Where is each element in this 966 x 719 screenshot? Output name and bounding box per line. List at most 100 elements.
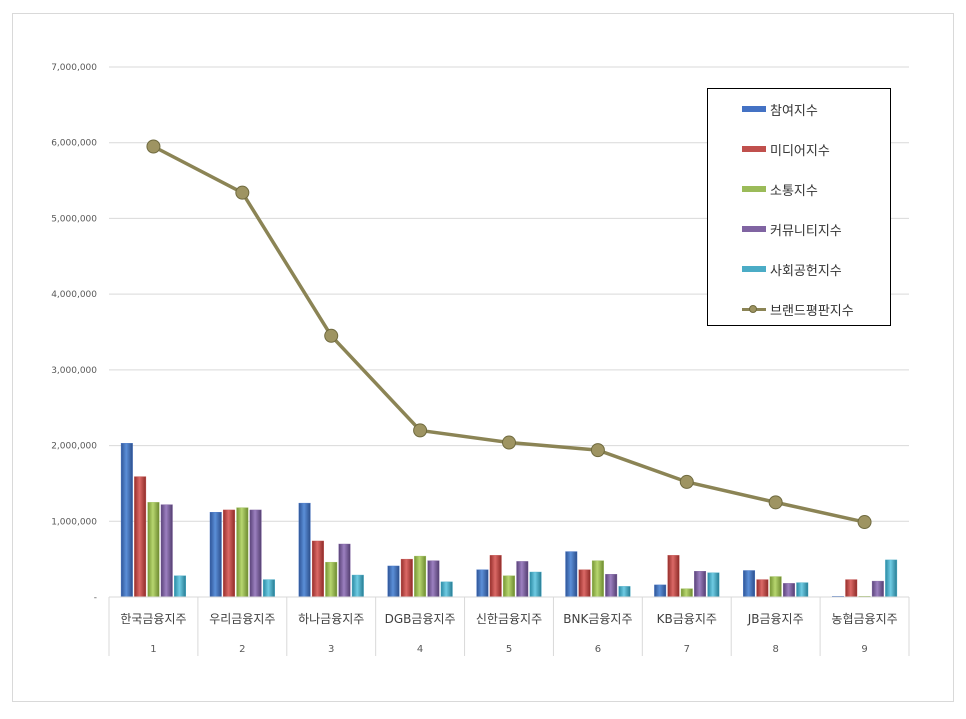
x-rank-label: 4 — [417, 644, 423, 655]
x-rank-label: 9 — [861, 644, 867, 655]
bar-1-2 — [209, 512, 222, 598]
bar-3-6 — [591, 560, 604, 598]
x-category-label: 우리금융지주 — [209, 612, 275, 626]
bar-1-8 — [743, 570, 756, 598]
y-tick-label: - — [94, 593, 97, 603]
legend-label: 소통지수 — [770, 184, 818, 199]
legend-swatch — [742, 186, 766, 192]
x-category-label: JB금융지주 — [747, 612, 804, 626]
y-tick-label: 7,000,000 — [51, 63, 97, 73]
x-rank-label: 8 — [772, 644, 778, 655]
x-category-label: 하나금융지주 — [298, 612, 364, 626]
x-category-label: BNK금융지주 — [563, 612, 632, 626]
bar-4-5 — [516, 561, 529, 598]
bar-1-7 — [654, 584, 667, 598]
bar-4-4 — [427, 560, 440, 598]
legend-marker — [749, 305, 757, 313]
bar-1-4 — [387, 565, 400, 598]
bar-5-7 — [707, 572, 720, 598]
bar-4-9 — [871, 580, 884, 598]
x-rank-label: 5 — [506, 644, 512, 655]
bar-1-1 — [120, 443, 133, 598]
legend-label: 참여지수 — [770, 104, 818, 119]
bar-5-9 — [885, 559, 898, 598]
line-point-1 — [146, 139, 161, 154]
y-tick-label: 6,000,000 — [51, 139, 97, 149]
legend-label: 브랜드평판지수 — [770, 304, 854, 319]
bar-1-5 — [476, 569, 489, 598]
bar-5-4 — [440, 581, 453, 598]
bar-5-5 — [529, 571, 542, 598]
x-category-label: 농협금융지주 — [831, 612, 897, 626]
legend-item: 사회공헌지수 — [708, 259, 890, 279]
bar-2-7 — [667, 555, 680, 598]
line-point-8 — [768, 495, 783, 510]
legend-item: 미디어지수 — [708, 139, 890, 159]
bar-3-5 — [503, 575, 515, 598]
x-category-label: DGB금융지주 — [385, 612, 456, 626]
y-tick-label: 3,000,000 — [51, 366, 97, 376]
x-rank-label: 1 — [150, 644, 156, 655]
line-point-3 — [324, 328, 339, 343]
legend-label: 미디어지수 — [770, 144, 830, 159]
bar-2-6 — [578, 569, 591, 598]
bar-2-2 — [223, 509, 235, 598]
line-series — [146, 139, 872, 530]
legend-item: 소통지수 — [708, 179, 890, 199]
bar-2-5 — [489, 555, 502, 598]
bar-3-4 — [414, 555, 427, 598]
x-rank-label: 7 — [684, 644, 690, 655]
bar-5-1 — [174, 575, 186, 598]
legend-label: 사회공헌지수 — [770, 264, 842, 279]
bar-3-8 — [769, 576, 782, 598]
line-point-7 — [679, 474, 694, 489]
bar-2-9 — [845, 579, 858, 598]
bar-4-8 — [783, 583, 795, 598]
line-point-2 — [235, 185, 250, 200]
bar-3-1 — [147, 502, 160, 598]
bar-5-3 — [351, 574, 364, 598]
bar-2-8 — [756, 579, 769, 598]
line-point-6 — [590, 443, 605, 458]
bar-3-2 — [236, 507, 249, 598]
bar-3-7 — [680, 588, 693, 598]
bar-5-8 — [796, 582, 809, 598]
bar-5-6 — [618, 586, 631, 598]
bar-2-4 — [400, 558, 413, 598]
legend-label: 커뮤니티지수 — [770, 224, 842, 239]
x-category-label: 한국금융지주 — [120, 612, 186, 626]
bar-3-3 — [325, 561, 338, 598]
bar-2-3 — [311, 540, 324, 598]
bar-4-1 — [160, 504, 173, 598]
x-category-label: KB금융지주 — [657, 612, 717, 626]
bar-1-6 — [565, 551, 578, 598]
bar-5-2 — [262, 579, 275, 598]
y-tick-label: 1,000,000 — [51, 517, 97, 527]
line-point-5 — [502, 435, 516, 450]
x-axis: 한국금융지주 1 우리금융지주 2 하나금융지주 3 DGB금융지주 4 신한금융지주 5 BNK금… — [108, 596, 910, 656]
x-rank-label: 3 — [328, 644, 334, 655]
bar-4-7 — [694, 571, 707, 598]
bar-2-1 — [134, 476, 147, 598]
x-rank-label: 2 — [239, 644, 245, 655]
bar-4-6 — [605, 574, 618, 598]
legend-item: 커뮤니티지수 — [708, 219, 890, 239]
y-tick-label: 4,000,000 — [51, 290, 97, 300]
bar-series — [120, 443, 898, 598]
legend-swatch — [742, 146, 766, 152]
legend-swatch — [742, 106, 766, 112]
y-tick-label: 5,000,000 — [51, 214, 97, 224]
bar-4-2 — [249, 509, 262, 598]
x-category-label: 신한금융지주 — [476, 612, 542, 626]
line-point-4 — [413, 423, 428, 438]
y-axis: - 1,000,000 2,000,000 3,000,000 4,000,000 5,0… — [51, 63, 97, 603]
line-point-9 — [857, 515, 872, 530]
legend-item: 브랜드평판지수 — [708, 299, 890, 319]
x-rank-label: 6 — [595, 644, 601, 655]
legend-swatch — [742, 226, 766, 232]
legend-swatch — [742, 266, 766, 272]
bar-1-3 — [298, 502, 311, 598]
bar-4-3 — [338, 543, 351, 598]
